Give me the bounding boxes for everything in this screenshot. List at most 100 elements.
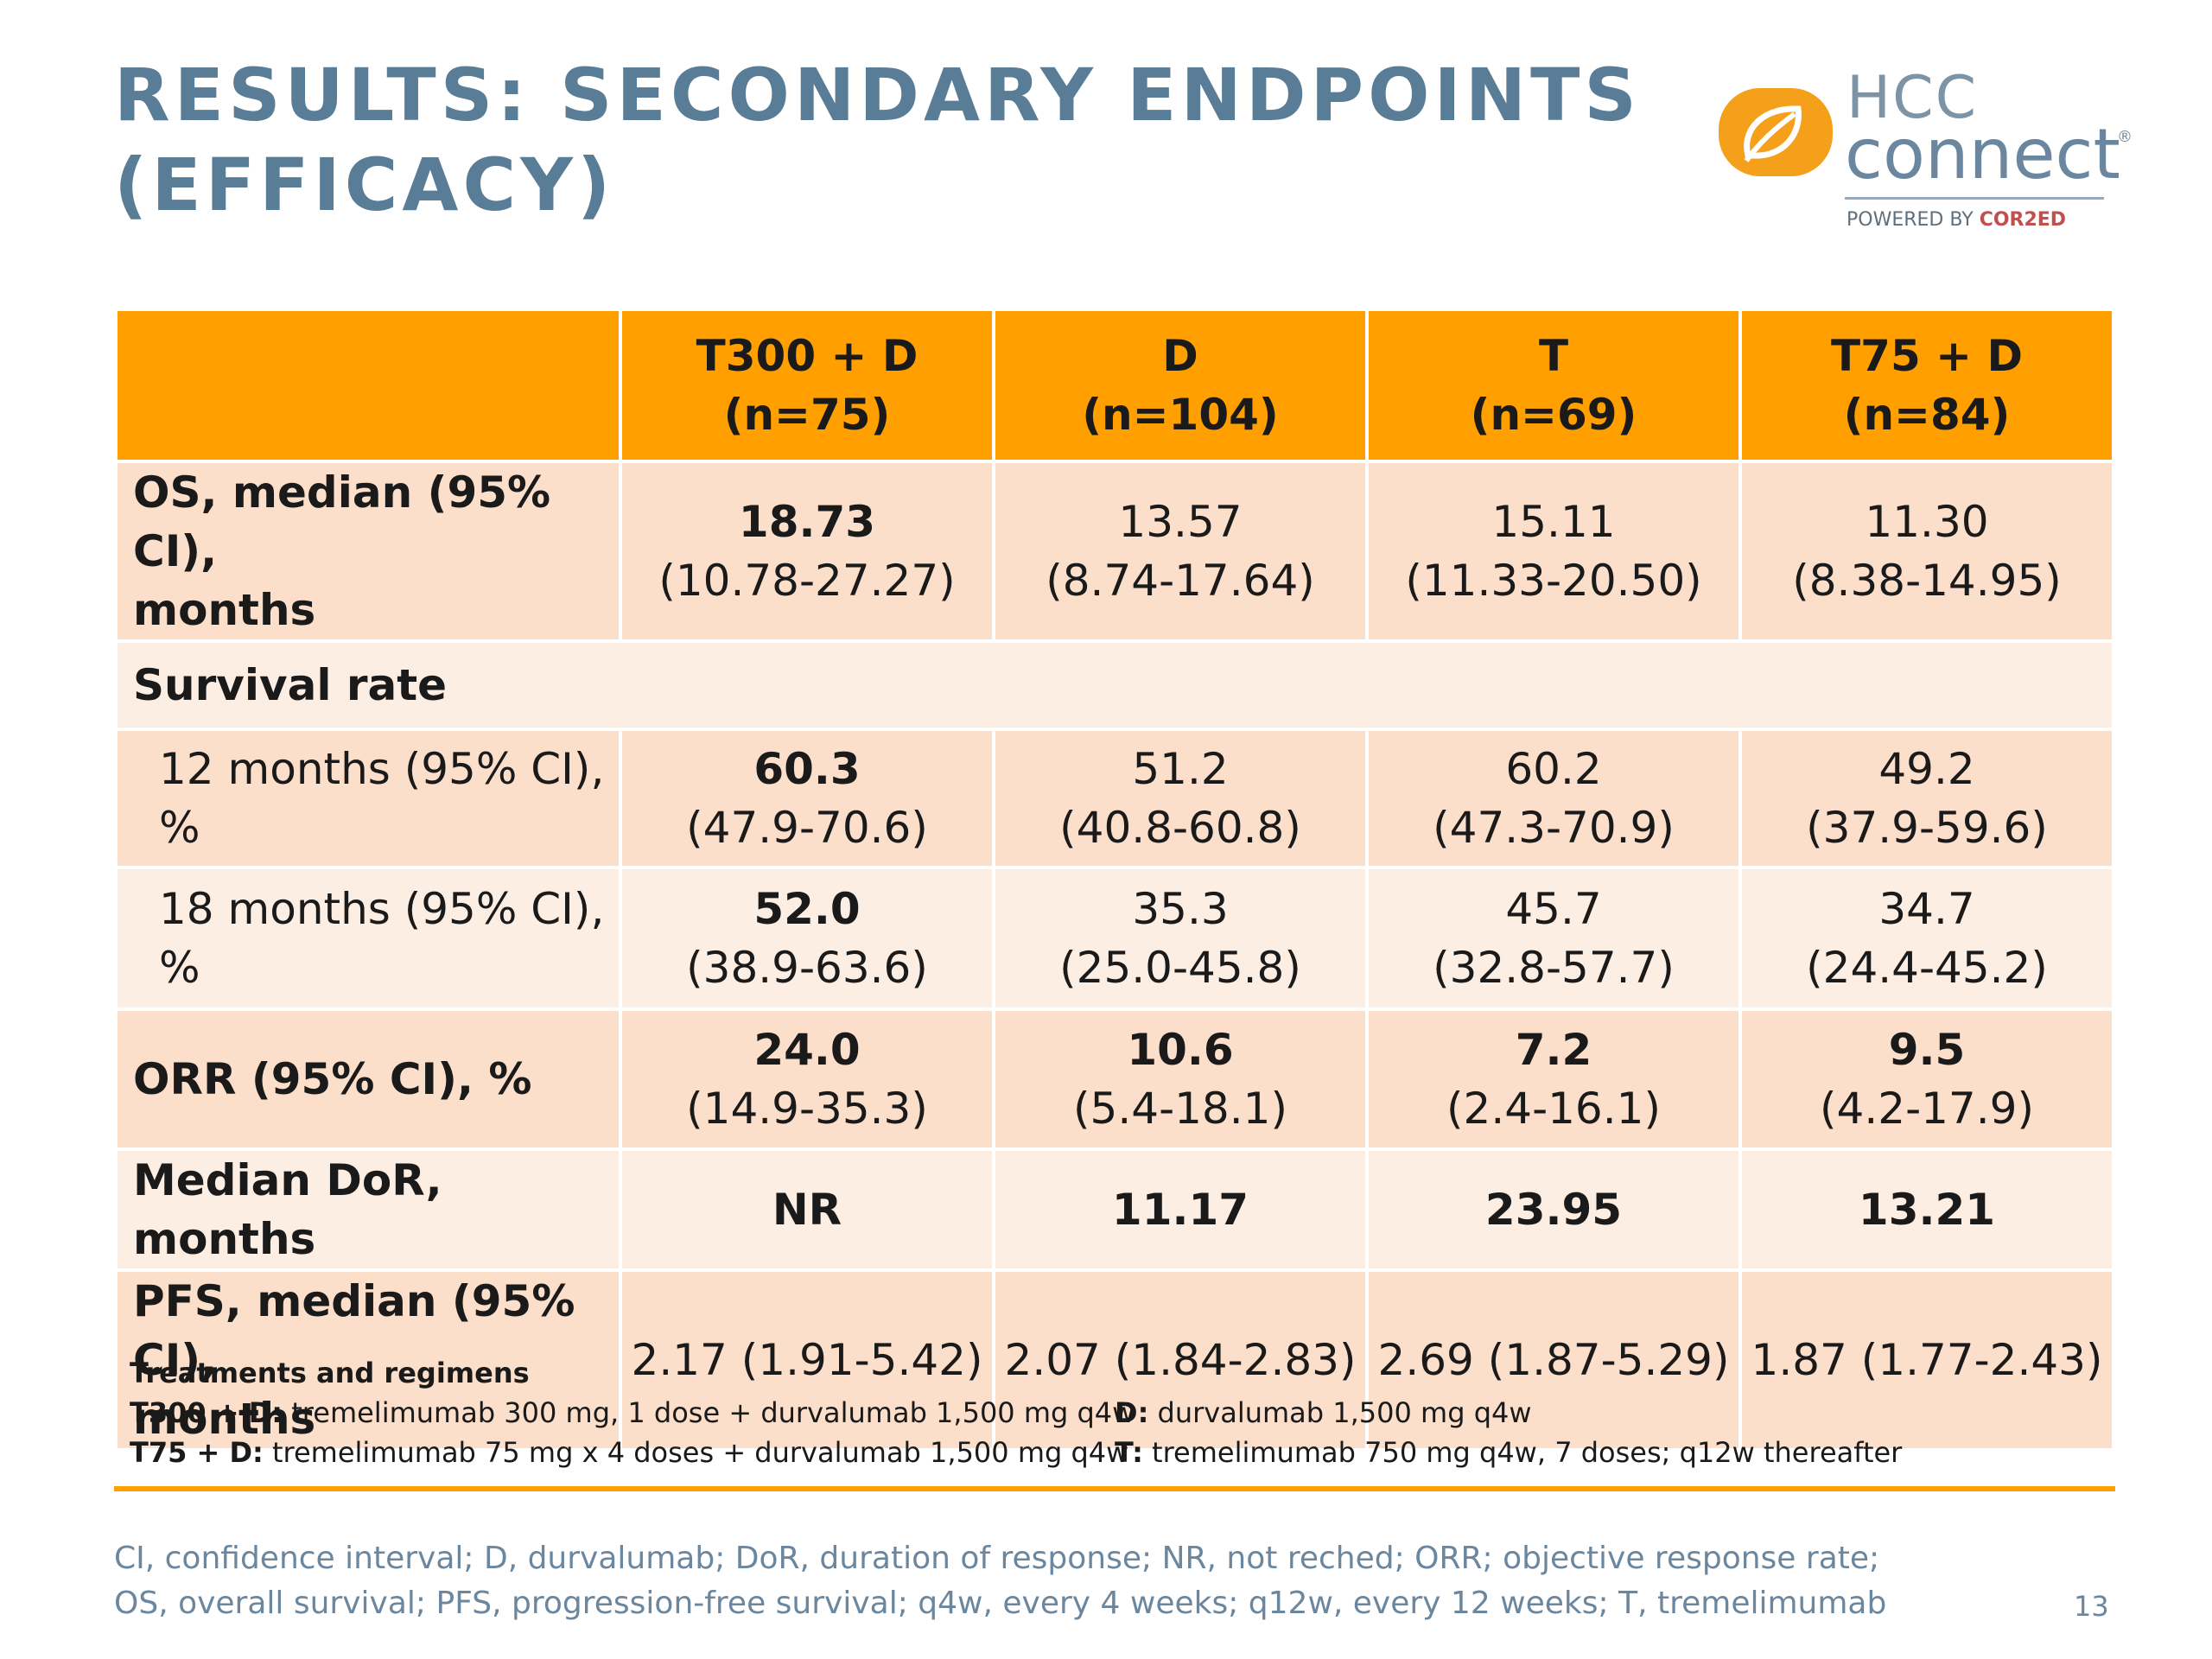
cell-ci: (8.38-14.95) bbox=[1792, 556, 2062, 606]
cell-value: 45.7 bbox=[1505, 884, 1602, 934]
table-cell: 7.2 (2.4-16.1) bbox=[1369, 1011, 1738, 1147]
table-cell: 11.17 bbox=[995, 1151, 1365, 1268]
cell-value: 2.17 (1.91-5.42) bbox=[631, 1335, 983, 1385]
table-cell: 13.21 bbox=[1742, 1151, 2112, 1268]
row-label: 12 months (95% CI), % bbox=[118, 731, 619, 866]
cell-ci: (38.9-63.6) bbox=[686, 943, 928, 993]
results-table: T300 + D (n=75) D (n=104) T (n=69) T75 +… bbox=[114, 308, 2115, 1452]
logo-divider bbox=[1845, 197, 2104, 200]
abbreviations: CI, confidence interval; D, durvalumab; … bbox=[114, 1536, 2015, 1626]
table-cell: 24.0 (14.9-35.3) bbox=[622, 1011, 992, 1147]
treatment-key: T: bbox=[1115, 1436, 1143, 1469]
cell-value: 15.11 bbox=[1491, 497, 1616, 547]
table-cell: NR bbox=[622, 1151, 992, 1268]
table-cell: 52.0 (38.9-63.6) bbox=[622, 869, 992, 1007]
table-cell: 18.73 (10.78-27.27) bbox=[622, 463, 992, 639]
treatments-row: T75 + D: tremelimumab 75 mg x 4 doses + … bbox=[130, 1433, 2117, 1472]
treatment-item: D: durvalumab 1,500 mg q4w bbox=[1115, 1393, 1532, 1433]
table-header-row: T300 + D (n=75) D (n=104) T (n=69) T75 +… bbox=[118, 311, 2112, 460]
table-cell: 2.69 (1.87-5.29) bbox=[1369, 1272, 1738, 1448]
table-cell: 9.5 (4.2-17.9) bbox=[1742, 1011, 2112, 1147]
header-col-d: D (n=104) bbox=[995, 311, 1365, 460]
cell-value: 11.30 bbox=[1865, 497, 1989, 547]
row-label: Median DoR, months bbox=[118, 1151, 619, 1268]
hcc-leaf-icon bbox=[1719, 88, 1833, 176]
slide-title-line2: (EFFICACY) bbox=[114, 143, 615, 227]
cell-value: 10.6 bbox=[1127, 1025, 1234, 1075]
treatment-item: T75 + D: tremelimumab 75 mg x 4 doses + … bbox=[130, 1433, 1128, 1472]
cell-ci: (14.9-35.3) bbox=[686, 1084, 928, 1134]
footer-divider bbox=[114, 1486, 2115, 1491]
header-col-t: T (n=69) bbox=[1369, 311, 1738, 460]
table-cell: 15.11 (11.33-20.50) bbox=[1369, 463, 1738, 639]
cell-ci: (11.33-20.50) bbox=[1405, 556, 1702, 606]
table-cell: 10.6 (5.4-18.1) bbox=[995, 1011, 1365, 1147]
table-cell: 34.7 (24.4-45.2) bbox=[1742, 869, 2112, 1007]
cell-value: 2.69 (1.87-5.29) bbox=[1377, 1335, 1730, 1385]
row-label-line1: PFS, median (95% CI), bbox=[133, 1276, 575, 1385]
row-orr: ORR (95% CI), % 24.0 (14.9-35.3) 10.6 (5.4… bbox=[118, 1011, 2112, 1147]
cell-ci: (24.4-45.2) bbox=[1806, 943, 2048, 993]
row-pfs: PFS, median (95% CI), months 2.17 (1.91-… bbox=[118, 1272, 2112, 1448]
cell-value: 9.5 bbox=[1888, 1025, 1966, 1075]
treatment-text: tremelimumab 750 mg q4w, 7 doses; q12w t… bbox=[1142, 1436, 1903, 1469]
cell-value: 13.57 bbox=[1118, 497, 1243, 547]
section-label: Survival rate bbox=[118, 643, 2112, 728]
row-os: OS, median (95% CI), months 18.73 (10.78-… bbox=[118, 463, 2112, 639]
logo-connect-text: connect bbox=[1845, 114, 2120, 194]
treatments-legend: Treatments and regimens T300 + D: tremel… bbox=[130, 1353, 2117, 1472]
treatment-item: T: tremelimumab 750 mg q4w, 7 doses; q12… bbox=[1115, 1433, 1902, 1472]
treatment-key: T300 + D: bbox=[130, 1396, 283, 1429]
treatment-key: D: bbox=[1115, 1396, 1149, 1429]
table-cell: 2.17 (1.91-5.42) bbox=[622, 1272, 992, 1448]
table-cell: 45.7 (32.8-57.7) bbox=[1369, 869, 1738, 1007]
logo-registered-mark: ® bbox=[2117, 128, 2133, 146]
col-name: T300 + D bbox=[696, 331, 918, 381]
logo-hcc-text: HCC bbox=[1847, 64, 1979, 132]
treatments-heading: Treatments and regimens bbox=[130, 1357, 530, 1389]
row-label-line1: OS, median (95% CI), bbox=[133, 467, 551, 576]
cell-ci: (25.0-45.8) bbox=[1059, 943, 1301, 993]
treatment-text: tremelimumab 300 mg, 1 dose + durvalumab… bbox=[283, 1396, 1135, 1429]
cell-value: 51.2 bbox=[1132, 744, 1229, 794]
cell-ci: (5.4-18.1) bbox=[1073, 1084, 1287, 1134]
table-cell: 60.3 (47.9-70.6) bbox=[622, 731, 992, 866]
logo-powered-brand: COR2ED bbox=[1979, 209, 2067, 231]
cell-ci: (10.78-27.27) bbox=[658, 556, 956, 606]
row-dor: Median DoR, months NR 11.17 23.95 13.21 bbox=[118, 1151, 2112, 1268]
logo-powered-by: POWERED BY COR2ED bbox=[1847, 209, 2066, 231]
table-cell: 13.57 (8.74-17.64) bbox=[995, 463, 1365, 639]
abbreviations-line1: CI, confidence interval; D, durvalumab; … bbox=[114, 1541, 1880, 1576]
col-name: D bbox=[1162, 331, 1198, 381]
cell-value: 60.3 bbox=[753, 744, 861, 794]
row-label: OS, median (95% CI), months bbox=[118, 463, 619, 639]
cell-value: 24.0 bbox=[753, 1025, 861, 1075]
table-cell: 35.3 (25.0-45.8) bbox=[995, 869, 1365, 1007]
cell-ci: (2.4-16.1) bbox=[1446, 1084, 1661, 1134]
cell-ci: (32.8-57.7) bbox=[1433, 943, 1675, 993]
table-cell: 51.2 (40.8-60.8) bbox=[995, 731, 1365, 866]
treatments-row: T300 + D: tremelimumab 300 mg, 1 dose + … bbox=[130, 1393, 2117, 1433]
cell-value: 34.7 bbox=[1878, 884, 1975, 934]
cell-value: 2.07 (1.84-2.83) bbox=[1004, 1335, 1357, 1385]
col-n: (n=69) bbox=[1470, 390, 1637, 440]
col-name: T bbox=[1538, 331, 1569, 381]
treatment-item: T300 + D: tremelimumab 300 mg, 1 dose + … bbox=[130, 1393, 1135, 1433]
table-cell: 23.95 bbox=[1369, 1151, 1738, 1268]
page-number: 13 bbox=[2074, 1590, 2109, 1623]
cell-ci: (4.2-17.9) bbox=[1820, 1084, 2034, 1134]
cell-ci: (37.9-59.6) bbox=[1806, 803, 2048, 853]
row-18-months: 18 months (95% CI), % 52.0 (38.9-63.6) 35… bbox=[118, 869, 2112, 1007]
treatment-text: tremelimumab 75 mg x 4 doses + durvaluma… bbox=[263, 1436, 1129, 1469]
hcc-connect-logo: HCC connect ® POWERED BY COR2ED bbox=[1715, 64, 2147, 240]
cell-value: 18.73 bbox=[738, 497, 876, 547]
row-label: 18 months (95% CI), % bbox=[118, 869, 619, 1007]
cell-value: 1.87 (1.77-2.43) bbox=[1751, 1335, 2103, 1385]
cell-value: 35.3 bbox=[1132, 884, 1229, 934]
col-n: (n=75) bbox=[723, 390, 891, 440]
row-label: ORR (95% CI), % bbox=[118, 1011, 619, 1147]
cell-ci: (8.74-17.64) bbox=[1046, 556, 1315, 606]
row-survival-rate: Survival rate bbox=[118, 643, 2112, 728]
slide-title-line1: RESULTS: SECONDARY ENDPOINTS bbox=[114, 53, 1641, 137]
row-label: PFS, median (95% CI), months bbox=[118, 1272, 619, 1448]
